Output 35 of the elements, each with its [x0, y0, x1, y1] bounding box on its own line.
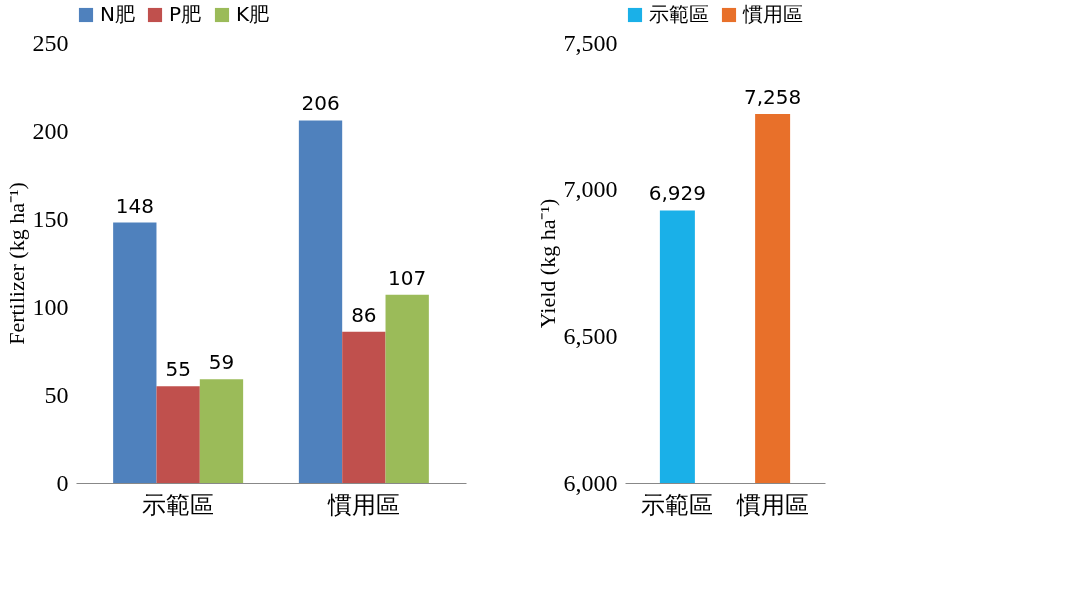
legend-label: N肥 [100, 2, 135, 26]
x-tick-label: 示範區 [641, 490, 714, 519]
y-tick-label: 100 [32, 293, 69, 320]
bar [113, 222, 157, 483]
legend-label: 示範區 [649, 2, 709, 26]
data-label: 206 [301, 91, 340, 116]
y-tick-label: 7,000 [563, 176, 618, 203]
y-tick-label: 6,500 [563, 322, 618, 349]
data-label: 86 [351, 302, 377, 327]
bar [156, 386, 200, 483]
legend-label: K肥 [236, 2, 270, 26]
legend-label: P肥 [169, 2, 202, 26]
y-tick-label: 150 [32, 205, 69, 232]
y-tick-label: 200 [32, 117, 69, 144]
data-label: 107 [388, 265, 427, 290]
y-axis-title: Yield (kg ha⁻¹) [534, 198, 560, 329]
y-tick-label: 0 [56, 469, 69, 496]
data-label: 59 [208, 350, 235, 375]
x-tick-label: 慣用區 [326, 490, 400, 519]
data-label: 6,929 [648, 181, 707, 206]
bar [199, 379, 244, 483]
y-axis-title: Fertilizer (kg ha⁻¹) [3, 182, 29, 345]
data-label: 55 [165, 357, 191, 382]
y-tick-label: 6,000 [563, 469, 618, 496]
y-tick-label: 50 [44, 381, 69, 408]
x-tick-label: 慣用區 [735, 490, 809, 519]
bar [298, 120, 343, 483]
bar [385, 294, 429, 483]
data-label: 7,258 [743, 84, 802, 109]
y-tick-label: 7,500 [563, 29, 618, 56]
x-tick-label: 示範區 [142, 490, 215, 519]
bar [342, 331, 386, 483]
legend-label: 慣用區 [742, 2, 803, 26]
data-label: 148 [115, 193, 154, 218]
y-tick-label: 250 [32, 29, 69, 56]
